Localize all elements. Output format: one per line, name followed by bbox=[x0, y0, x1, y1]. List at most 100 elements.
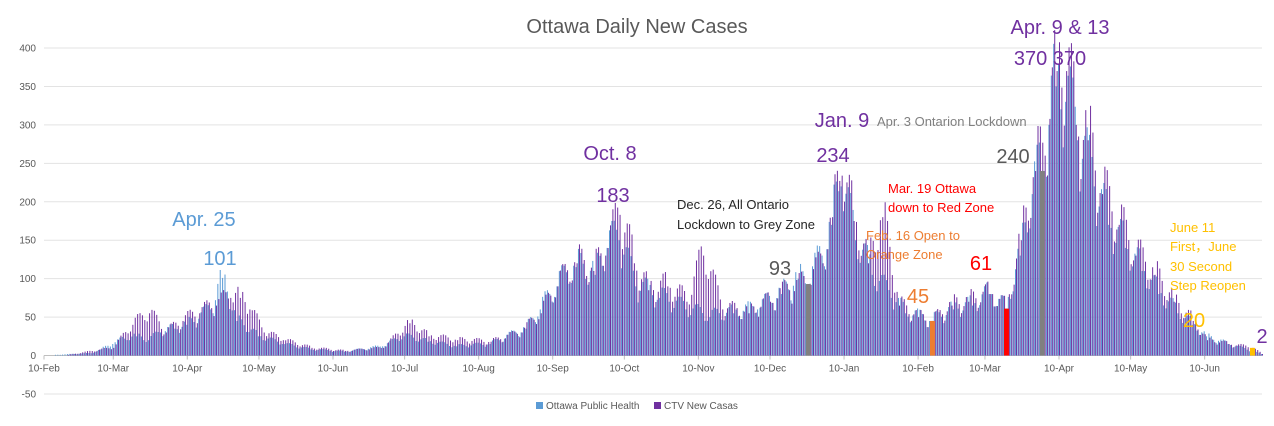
bar-ctv-new-casas bbox=[934, 311, 936, 356]
bar-ottawa-public-health bbox=[914, 310, 916, 356]
bar-ctv-new-casas bbox=[235, 292, 237, 356]
bar-ottawa-public-health bbox=[1179, 319, 1181, 356]
bar-ottawa-public-health bbox=[1177, 313, 1179, 356]
bar-ottawa-public-health bbox=[1194, 324, 1196, 356]
bar-ottawa-public-health bbox=[255, 330, 257, 356]
bar-ottawa-public-health bbox=[489, 344, 491, 356]
annotations: Apr. 25 101 Oct. 8 183 Dec. 26, All Ontario L… bbox=[172, 17, 1267, 348]
bar-ctv-new-casas bbox=[1137, 239, 1139, 356]
legend-label-ottawa-public-health: Ottawa Public Health bbox=[546, 401, 639, 412]
bar-ctv-new-casas bbox=[906, 305, 908, 356]
bar-ottawa-public-health bbox=[1213, 339, 1215, 356]
bar-ctv-new-casas bbox=[98, 349, 100, 356]
bar-ottawa-public-health bbox=[1201, 332, 1203, 356]
bar-ottawa-public-health bbox=[322, 349, 324, 356]
bar-ctv-new-casas bbox=[1047, 175, 1049, 356]
bar-ottawa-public-health bbox=[434, 344, 436, 356]
bar-ottawa-public-health bbox=[121, 336, 123, 356]
bar-ctv-new-casas bbox=[984, 284, 986, 356]
bar-ctv-new-casas bbox=[247, 313, 248, 356]
bar-ottawa-public-health bbox=[628, 247, 630, 356]
bar-ctv-new-casas bbox=[421, 330, 423, 356]
bar-ctv-new-casas bbox=[1135, 255, 1137, 356]
bar-ctv-new-casas bbox=[1147, 279, 1149, 356]
bar-ctv-new-casas bbox=[313, 348, 315, 356]
bar-ctv-new-casas bbox=[1262, 354, 1263, 356]
x-tick-label: 10-Dec bbox=[754, 364, 786, 375]
bar-ottawa-public-health bbox=[343, 351, 345, 356]
bar-ottawa-public-health bbox=[59, 354, 61, 356]
y-tick-label: 250 bbox=[19, 159, 36, 170]
bar-ctv-new-casas bbox=[125, 332, 127, 356]
bar-ctv-new-casas bbox=[762, 298, 764, 356]
bar-ctv-new-casas bbox=[856, 221, 857, 356]
bar-ctv-new-casas bbox=[1101, 194, 1103, 356]
bar-ctv-new-casas bbox=[531, 317, 533, 356]
bar-ctv-new-casas bbox=[1001, 295, 1003, 356]
bar-ctv-new-casas bbox=[223, 290, 225, 356]
bar-ottawa-public-health bbox=[329, 350, 331, 356]
bar-ctv-new-casas bbox=[877, 250, 879, 356]
bar-ottawa-public-health bbox=[406, 333, 408, 356]
bar-ctv-new-casas bbox=[1049, 118, 1051, 356]
bar-ottawa-public-health bbox=[90, 353, 92, 356]
bar-ctv-new-casas bbox=[352, 350, 354, 356]
bar-ottawa-public-health bbox=[1003, 295, 1005, 356]
bar-ottawa-public-health bbox=[432, 343, 434, 356]
bar-ctv-new-casas bbox=[340, 349, 342, 356]
bar-ottawa-public-health bbox=[821, 255, 823, 356]
bar-ottawa-public-health bbox=[200, 312, 202, 356]
bar-ottawa-public-health bbox=[460, 344, 462, 356]
bar-ottawa-public-health bbox=[525, 328, 527, 356]
bar-ctv-new-casas bbox=[664, 272, 666, 356]
bar-ctv-new-casas bbox=[636, 270, 638, 356]
bar-ctv-new-casas bbox=[674, 296, 676, 356]
annotation-june-note-3: 30 Second bbox=[1170, 259, 1232, 274]
bar-ctv-new-casas bbox=[875, 252, 877, 356]
bar-ottawa-public-health bbox=[726, 312, 728, 356]
bar-ottawa-public-health bbox=[1036, 144, 1038, 356]
bar-ottawa-public-health bbox=[176, 329, 178, 356]
bar-ottawa-public-health bbox=[396, 339, 398, 356]
bar-ctv-new-casas bbox=[1092, 132, 1094, 356]
bar-ctv-new-casas bbox=[576, 263, 578, 356]
bar-ctv-new-casas bbox=[977, 307, 979, 356]
bar-ottawa-public-health bbox=[804, 283, 806, 356]
bar-ctv-new-casas bbox=[581, 248, 583, 356]
bar-ottawa-public-health bbox=[69, 353, 71, 356]
bar-ctv-new-casas bbox=[1230, 344, 1232, 356]
bar-ctv-new-casas bbox=[115, 344, 117, 356]
bar-ottawa-public-health bbox=[1155, 276, 1157, 356]
bar-ottawa-public-health bbox=[274, 339, 276, 356]
bar-ottawa-public-health bbox=[482, 344, 484, 356]
bar-ctv-new-casas bbox=[1207, 340, 1209, 356]
bar-ctv-new-casas bbox=[172, 321, 174, 356]
bar-ottawa-public-health bbox=[193, 322, 195, 356]
bar-ottawa-public-health bbox=[1170, 297, 1172, 356]
bar-ctv-new-casas bbox=[927, 327, 929, 356]
bar-ctv-new-casas bbox=[1070, 43, 1072, 356]
bar-ottawa-public-health bbox=[377, 345, 379, 356]
annotation-last-value: 2 bbox=[1256, 326, 1267, 348]
bar-ctv-new-casas bbox=[760, 306, 762, 356]
annotation-mar19-note-2: down to Red Zone bbox=[888, 200, 994, 215]
bar-ottawa-public-health bbox=[940, 316, 942, 356]
bar-ottawa-public-health bbox=[324, 349, 326, 356]
bar-ctv-new-casas bbox=[514, 331, 516, 356]
bar-ottawa-public-health bbox=[694, 304, 696, 356]
bar-ottawa-public-health bbox=[668, 301, 670, 356]
bar-ottawa-public-health bbox=[1122, 220, 1124, 356]
bar-ctv-new-casas bbox=[629, 224, 631, 356]
bar-ctv-new-casas bbox=[230, 297, 232, 356]
annotation-jan9-value: 234 bbox=[816, 145, 849, 167]
bar-ctv-new-casas bbox=[481, 339, 483, 356]
bar-ottawa-public-health bbox=[988, 294, 990, 356]
bar-ctv-new-casas bbox=[1118, 224, 1120, 356]
bar-ctv-new-casas bbox=[519, 337, 521, 356]
bar-ctv-new-casas bbox=[311, 347, 313, 356]
bar-ottawa-public-health bbox=[119, 337, 121, 356]
bar-ctv-new-casas bbox=[738, 315, 740, 356]
bar-ctv-new-casas bbox=[473, 338, 475, 356]
bar-ottawa-public-health bbox=[683, 300, 685, 356]
bar-ottawa-public-health bbox=[174, 328, 176, 356]
